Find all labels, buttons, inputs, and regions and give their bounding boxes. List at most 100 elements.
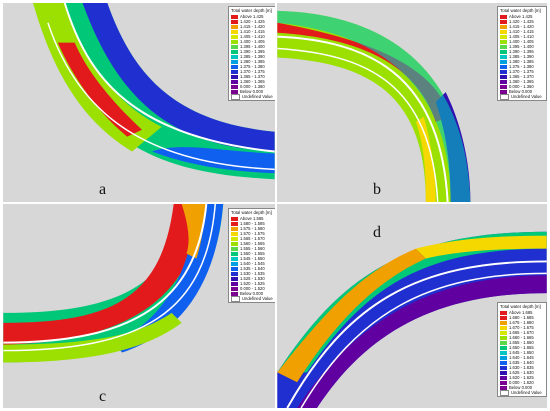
legend-label: 1.520 - 1.525 — [240, 281, 265, 286]
legend-item: 1.530 - 1.535 — [231, 271, 273, 276]
legend-label: 1.390 - 1.395 — [509, 49, 534, 54]
legend-label: 1.415 - 1.420 — [509, 24, 534, 29]
legend-item: 1.385 - 1.390 — [500, 54, 544, 59]
legend-item: 1.645 - 1.650 — [500, 350, 544, 355]
legend-swatch — [500, 19, 507, 24]
legend-swatch — [231, 44, 238, 49]
legend-swatch — [231, 221, 238, 226]
legend-item: 1.390 - 1.395 — [231, 49, 273, 54]
legend-swatch — [500, 64, 507, 69]
legend-item: 1.545 - 1.550 — [231, 256, 273, 261]
legend-b: Total water depth [m] Above 1.425 1.420 -… — [497, 6, 547, 101]
legend-item: Below 0.000 — [500, 385, 544, 390]
legend-swatch — [231, 236, 238, 241]
legend-a: Total water depth [m] Above 1.425 1.420 -… — [228, 6, 275, 101]
legend-swatch — [231, 54, 238, 59]
legend-label: 1.660 - 1.665 — [509, 335, 534, 340]
legend-item: 1.650 - 1.655 — [500, 345, 544, 350]
legend-label: 1.545 - 1.550 — [240, 256, 265, 261]
legend-item: Below 0.000 — [231, 291, 273, 296]
legend-item: 1.405 - 1.410 — [500, 34, 544, 39]
legend-swatch — [231, 29, 238, 34]
panel-d-plot — [277, 231, 547, 408]
legend-swatch — [500, 320, 507, 325]
legend-item: 1.660 - 1.665 — [500, 335, 544, 340]
legend-d: Total water depth [m] Above 1.685 1.680 -… — [497, 302, 547, 397]
legend-label: 1.665 - 1.670 — [509, 330, 534, 335]
panel-label-d: d — [373, 224, 381, 241]
legend-title: Total water depth [m] — [231, 8, 272, 13]
legend-item: 0.000 - 1.620 — [500, 380, 544, 385]
legend-label: 1.640 - 1.645 — [509, 355, 534, 360]
legend-swatch — [231, 49, 238, 54]
legend-label: 1.650 - 1.655 — [509, 345, 534, 350]
legend-swatch — [231, 251, 238, 256]
legend-item: 1.415 - 1.420 — [500, 24, 544, 29]
legend-item: Undefined Value — [500, 93, 544, 100]
channel-b — [277, 10, 471, 202]
legend-label: 1.375 - 1.380 — [509, 64, 534, 69]
legend-label: 1.395 - 1.400 — [509, 44, 534, 49]
legend-swatch — [500, 350, 507, 355]
legend-label: 1.360 - 1.365 — [240, 79, 265, 84]
legend-label: 1.390 - 1.395 — [240, 49, 265, 54]
legend-swatch — [231, 246, 238, 251]
legend-label: 1.565 - 1.570 — [240, 236, 265, 241]
legend-item: 1.570 - 1.575 — [231, 231, 273, 236]
legend-swatch — [231, 256, 238, 261]
legend-label: 1.580 - 1.585 — [240, 221, 265, 226]
legend-label: Above 1.425 — [240, 14, 264, 19]
legend-item: 1.405 - 1.410 — [231, 34, 273, 39]
legend-item: 1.370 - 1.375 — [500, 69, 544, 74]
centerline-d-2 — [300, 272, 547, 408]
legend-label: 1.635 - 1.640 — [509, 360, 534, 365]
legend-label: 0.000 - 1.360 — [509, 84, 534, 89]
legend-swatch — [231, 231, 238, 236]
legend-item: 1.575 - 1.580 — [231, 226, 273, 231]
legend-label: 1.400 - 1.405 — [509, 39, 534, 44]
legend-label: 1.540 - 1.545 — [240, 261, 265, 266]
legend-swatch — [231, 84, 238, 89]
centerline-a-1 — [63, 3, 275, 153]
legend-label: 1.405 - 1.410 — [509, 34, 534, 39]
legend-swatch — [500, 389, 509, 396]
legend-item: 1.375 - 1.380 — [231, 64, 273, 69]
legend-swatch — [231, 286, 238, 291]
legend-item: 1.365 - 1.370 — [231, 74, 273, 79]
legend-label: 1.365 - 1.370 — [509, 74, 534, 79]
legend-swatch — [500, 370, 507, 375]
legend-title: Total water depth [m] — [231, 210, 272, 215]
legend-item: Above 1.685 — [500, 310, 544, 315]
legend-swatch — [500, 355, 507, 360]
centerline-d-1 — [286, 260, 547, 408]
legend-label: 1.575 - 1.580 — [240, 226, 265, 231]
legend-swatch — [500, 79, 507, 84]
legend-item: 1.635 - 1.640 — [500, 360, 544, 365]
legend-swatch — [500, 340, 507, 345]
legend-item: 0.000 - 1.360 — [231, 84, 273, 89]
legend-swatch — [500, 49, 507, 54]
legend-label: Below 0.000 — [509, 89, 533, 94]
legend-title: Total water depth [m] — [500, 8, 541, 13]
legend-swatch — [231, 226, 238, 231]
legend-swatch — [231, 39, 238, 44]
legend-item: 1.525 - 1.530 — [231, 276, 273, 281]
legend-swatch — [500, 360, 507, 365]
legend-item: 1.370 - 1.375 — [231, 69, 273, 74]
panel-b: Total water depth [m] Above 1.425 1.420 -… — [276, 2, 548, 203]
legend-swatch — [500, 39, 507, 44]
legend-label: 1.385 - 1.390 — [509, 54, 534, 59]
legend-swatch — [231, 14, 238, 19]
legend-label: 1.400 - 1.405 — [240, 39, 265, 44]
legend-item: Above 1.425 — [231, 14, 273, 19]
legend-label: 1.535 - 1.540 — [240, 266, 265, 271]
legend-label: 1.415 - 1.420 — [240, 24, 265, 29]
legend-swatch — [231, 276, 238, 281]
legend-label: 1.525 - 1.530 — [240, 276, 265, 281]
legend-label: 1.630 - 1.635 — [509, 365, 534, 370]
legend-label: 1.530 - 1.535 — [240, 271, 265, 276]
legend-item: 1.410 - 1.415 — [500, 29, 544, 34]
legend-swatch — [500, 345, 507, 350]
legend-label: Below 0.000 — [240, 89, 264, 94]
legend-label: 1.420 - 1.425 — [240, 19, 265, 24]
